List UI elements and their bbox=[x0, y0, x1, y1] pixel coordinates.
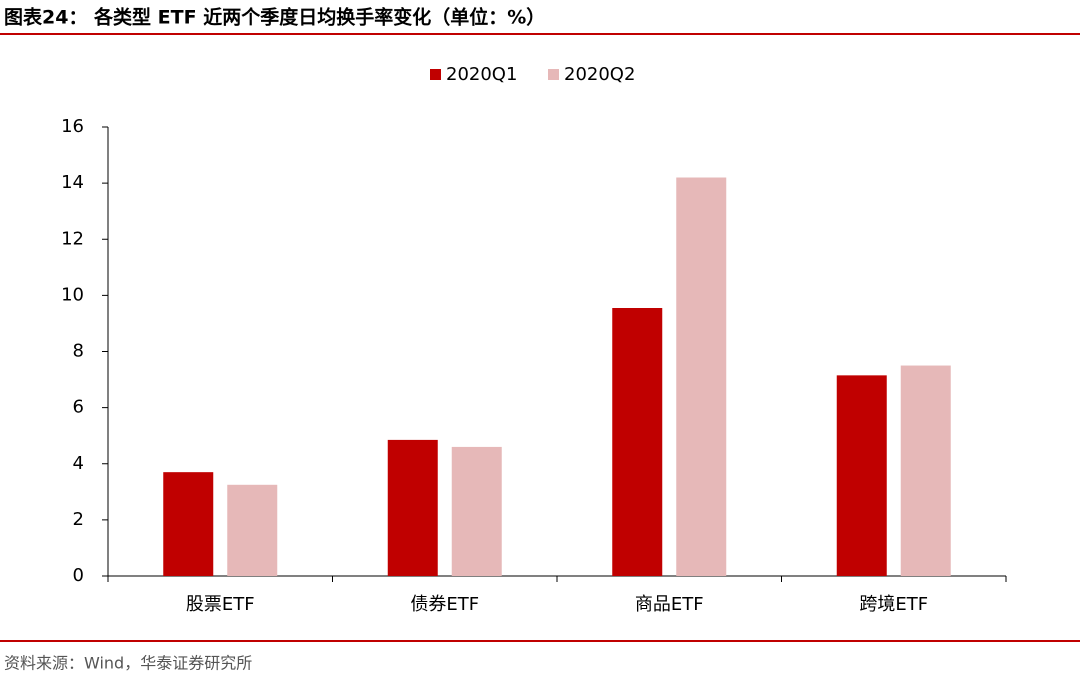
bar bbox=[227, 484, 278, 576]
legend-swatch bbox=[430, 69, 441, 80]
bar bbox=[900, 365, 951, 576]
legend-swatch bbox=[548, 69, 559, 80]
legend-label: 2020Q2 bbox=[564, 64, 635, 85]
x-tick-label: 债券ETF bbox=[410, 594, 479, 615]
bar bbox=[163, 472, 214, 576]
y-tick-label: 14 bbox=[61, 172, 84, 193]
bar bbox=[451, 446, 502, 576]
bar bbox=[387, 439, 438, 576]
chart-title: 图表24： 各类型 ETF 近两个季度日均换手率变化（单位：%） bbox=[4, 6, 545, 29]
bar bbox=[836, 375, 887, 576]
x-tick-label: 商品ETF bbox=[635, 594, 704, 615]
source-note: 资料来源：Wind，华泰证券研究所 bbox=[4, 654, 252, 673]
legend-label: 2020Q1 bbox=[446, 64, 517, 85]
y-tick-label: 2 bbox=[73, 509, 84, 530]
bar bbox=[676, 177, 727, 576]
y-tick-label: 12 bbox=[61, 228, 84, 249]
y-tick-label: 6 bbox=[73, 397, 84, 418]
y-tick-label: 10 bbox=[61, 284, 84, 305]
y-tick-label: 4 bbox=[73, 453, 84, 474]
y-tick-label: 16 bbox=[61, 116, 84, 137]
x-tick-label: 跨境ETF bbox=[859, 594, 928, 615]
y-tick-label: 0 bbox=[73, 565, 84, 586]
bar bbox=[612, 308, 663, 576]
x-tick-label: 股票ETF bbox=[186, 594, 255, 615]
y-tick-label: 8 bbox=[73, 341, 84, 362]
